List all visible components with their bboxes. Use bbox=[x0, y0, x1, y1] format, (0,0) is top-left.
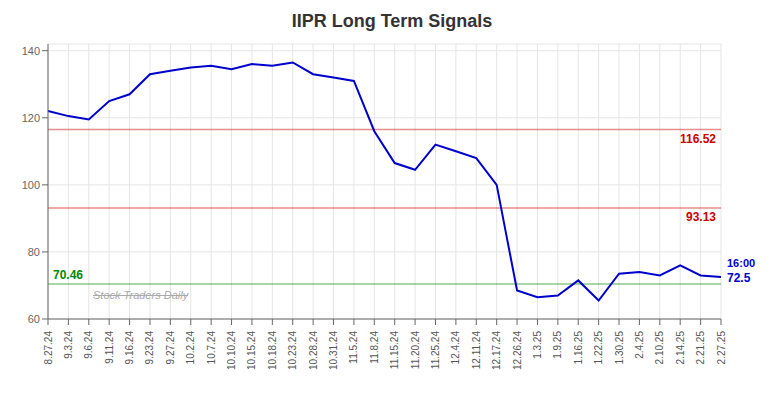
svg-text:2.27.25: 2.27.25 bbox=[716, 331, 727, 365]
svg-text:9.23.24: 9.23.24 bbox=[144, 331, 155, 365]
svg-text:11.25.24: 11.25.24 bbox=[430, 331, 441, 370]
svg-text:12.26.24: 12.26.24 bbox=[512, 331, 523, 370]
svg-text:8.27.24: 8.27.24 bbox=[43, 331, 54, 365]
svg-text:10.23.24: 10.23.24 bbox=[287, 331, 298, 370]
svg-text:10.10.24: 10.10.24 bbox=[226, 331, 237, 370]
svg-text:11.5.24: 11.5.24 bbox=[348, 331, 359, 364]
svg-text:11.8.24: 11.8.24 bbox=[369, 331, 380, 364]
svg-text:1.16.25: 1.16.25 bbox=[573, 331, 584, 365]
svg-text:10.15.24: 10.15.24 bbox=[246, 331, 257, 370]
svg-text:9.6.24: 9.6.24 bbox=[83, 331, 94, 359]
html-text:IIPR Long Term Signals: IIPR Long Term Signals bbox=[291, 11, 493, 31]
svg-text:9.27.24: 9.27.24 bbox=[165, 331, 176, 365]
svg-text:10.18.24: 10.18.24 bbox=[267, 331, 278, 370]
svg-text:120: 120 bbox=[22, 112, 40, 124]
html-text:Stock Traders Daily: Stock Traders Daily bbox=[93, 289, 189, 301]
svg-text:1.9.25: 1.9.25 bbox=[552, 331, 563, 359]
svg-text:116.52: 116.52 bbox=[680, 132, 716, 146]
svg-text:1.22.25: 1.22.25 bbox=[593, 331, 604, 365]
svg-text:12.4.24: 12.4.24 bbox=[450, 331, 461, 365]
svg-text:2.4.25: 2.4.25 bbox=[634, 331, 645, 359]
svg-text:9.11.24: 9.11.24 bbox=[104, 331, 115, 364]
svg-text:93.13: 93.13 bbox=[686, 210, 716, 224]
svg-text:80: 80 bbox=[28, 246, 40, 258]
svg-text:9.16.24: 9.16.24 bbox=[124, 331, 135, 365]
svg-text:72.5: 72.5 bbox=[727, 271, 751, 285]
svg-text:70.46: 70.46 bbox=[53, 268, 83, 282]
svg-text:9.3.24: 9.3.24 bbox=[63, 331, 74, 359]
svg-text:1.3.25: 1.3.25 bbox=[532, 331, 543, 359]
svg-text:16:00: 16:00 bbox=[727, 257, 755, 269]
svg-text:10.2.24: 10.2.24 bbox=[185, 331, 196, 365]
svg-text:10.28.24: 10.28.24 bbox=[308, 331, 319, 370]
svg-text:2.21.25: 2.21.25 bbox=[695, 331, 706, 365]
svg-text:1.30.25: 1.30.25 bbox=[614, 331, 625, 365]
svg-text:2.10.25: 2.10.25 bbox=[654, 331, 665, 365]
svg-text:11.15.24: 11.15.24 bbox=[389, 331, 400, 370]
svg-text:12.17.24: 12.17.24 bbox=[491, 331, 502, 370]
svg-text:140: 140 bbox=[22, 45, 40, 57]
svg-text:10.7.24: 10.7.24 bbox=[206, 331, 217, 365]
svg-text:12.11.24: 12.11.24 bbox=[471, 331, 482, 370]
svg-text:100: 100 bbox=[22, 179, 40, 191]
svg-text:2.14.25: 2.14.25 bbox=[675, 331, 686, 365]
svg-text:60: 60 bbox=[28, 313, 40, 325]
svg-text:11.20.24: 11.20.24 bbox=[410, 331, 421, 370]
svg-text:10.31.24: 10.31.24 bbox=[328, 331, 339, 370]
